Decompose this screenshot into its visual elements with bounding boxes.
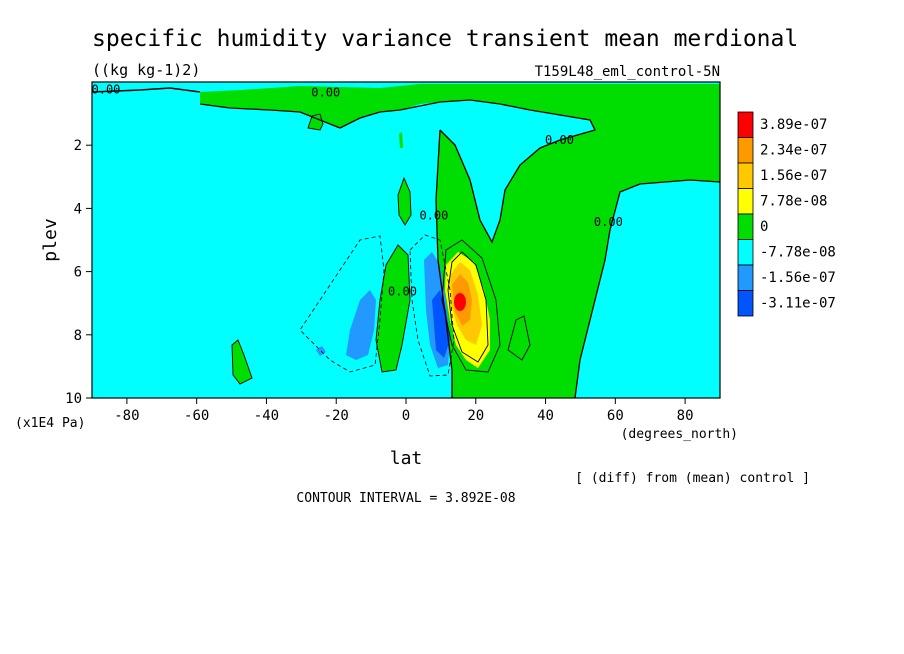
blue-core-right (432, 290, 450, 358)
green-lobe-center (376, 245, 410, 372)
x-axis-label: lat (390, 448, 423, 469)
contour-solid-green-top (307, 113, 324, 131)
legend-label: -3.11e-07 (760, 296, 836, 312)
green-sliver (399, 132, 403, 148)
x-axis-units: (degrees_north) (621, 427, 738, 442)
contour-label: 0.00 (388, 285, 417, 299)
legend: 3.89e-07 2.34e-07 1.56e-07 7.78e-08 0 -7.78e-… (737, 111, 836, 317)
x-tick-label: 20 (467, 408, 484, 424)
contour-label: 0.00 (311, 85, 340, 99)
contour-label: 0.00 (545, 133, 574, 147)
y-tick-label: 6 (74, 265, 82, 281)
legend-swatch (737, 290, 754, 317)
diff-note: [ (diff) from (mean) control ] (575, 471, 810, 486)
y-tick-label: 2 (74, 138, 82, 154)
blue-lobe-left (346, 290, 376, 360)
contour-solid-2 (447, 251, 489, 363)
contour-solid-left-blob (231, 339, 253, 385)
contour-zero-upper (199, 99, 596, 244)
x-tick-label: 40 (537, 408, 554, 424)
legend-label: 7.78e-08 (760, 194, 827, 210)
contour-label: 0.00 (419, 209, 448, 223)
x-tick-label: 80 (677, 408, 694, 424)
legend-label: -1.56e-07 (760, 270, 836, 286)
contour-solid-plume (397, 176, 412, 226)
contour-dashed-2 (409, 234, 455, 377)
legend-label: 0 (760, 219, 768, 235)
legend-swatch (737, 188, 754, 215)
chart-title: specific humidity variance transient mea… (92, 26, 798, 52)
legend-swatch (737, 162, 754, 189)
contour-lines (91, 87, 721, 399)
run-label: T159L48_eml_control-5N (535, 64, 720, 80)
cyan-pocket-upper (395, 102, 440, 270)
legend-swatch (737, 264, 754, 291)
y-axis: 2 4 6 8 10 (65, 138, 92, 407)
y-tick-label: 4 (74, 201, 82, 217)
x-tick-label: -40 (254, 408, 279, 424)
contour-interval: CONTOUR INTERVAL = 3.892E-08 (296, 491, 515, 506)
contour-label: 0.00 (92, 82, 121, 96)
contour-zero-main (574, 179, 721, 399)
contour-solid-1 (441, 239, 501, 373)
legend-swatch (737, 239, 754, 266)
y-tick-label: 8 (74, 328, 82, 344)
legend-swatch (737, 137, 754, 164)
contour-labels: 0.00 0.00 0.00 0.00 0.00 0.00 (92, 82, 623, 298)
legend-label: 1.56e-07 (760, 168, 827, 184)
contour-zero-plume (435, 129, 453, 398)
y-axis-label: plev (40, 218, 61, 261)
x-axis: -80 -60 -40 -20 0 20 40 60 80 (114, 398, 694, 424)
x-tick-label: 0 (402, 408, 410, 424)
x-tick-label: -20 (324, 408, 349, 424)
contour-label: 0.00 (594, 215, 623, 229)
red-core (454, 293, 466, 311)
x-tick-label: 60 (607, 408, 624, 424)
contour-solid-lobe (375, 244, 411, 373)
green-blob-left (232, 340, 252, 384)
y-axis-units: (x1E4 Pa) (15, 416, 85, 431)
green-plume-upper (398, 178, 411, 225)
legend-swatch (737, 213, 754, 240)
contour-top-streak (91, 87, 201, 93)
x-tick-label: -60 (184, 408, 209, 424)
y-tick-label: 10 (65, 391, 82, 407)
legend-label: 3.89e-07 (760, 117, 827, 133)
contour-dashed-1 (299, 235, 385, 373)
chart-units: ((kg kg-1)2) (92, 61, 200, 79)
legend-swatch (737, 111, 754, 138)
plot-area: 0.00 0.00 0.00 0.00 0.00 0.00 (91, 81, 721, 399)
contour-solid-3 (507, 315, 531, 361)
x-tick-label: -80 (114, 408, 139, 424)
legend-label: 2.34e-07 (760, 143, 827, 159)
legend-label: -7.78e-08 (760, 245, 836, 261)
